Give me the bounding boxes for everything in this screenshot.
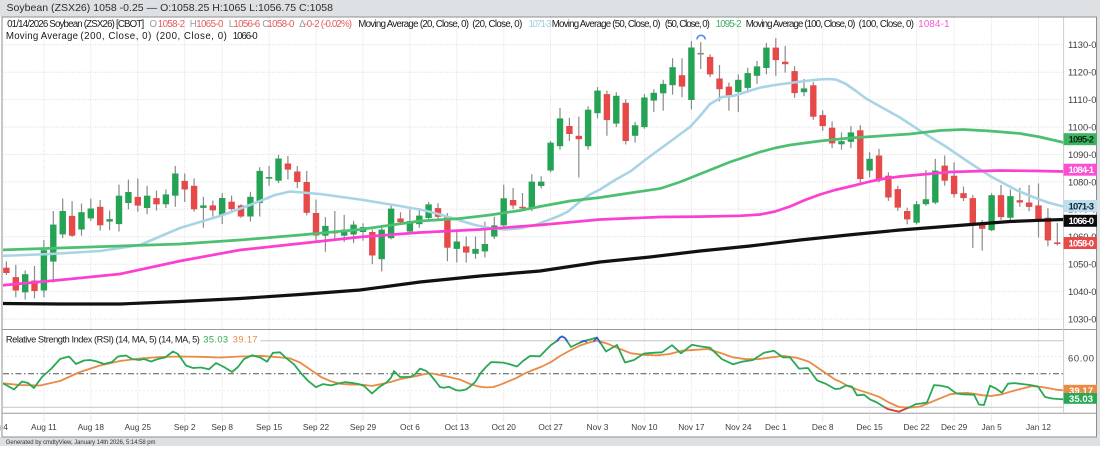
svg-text:1040-0: 1040-0: [1068, 286, 1097, 297]
svg-text:Oct 13: Oct 13: [445, 422, 470, 432]
svg-text:1030-0: 1030-0: [1068, 313, 1097, 324]
svg-text:1130-0: 1130-0: [1068, 39, 1097, 50]
svg-text:1066-0: 1066-0: [1069, 216, 1095, 227]
svg-text:1050-0: 1050-0: [1068, 259, 1097, 270]
svg-text:1090-0: 1090-0: [1068, 149, 1097, 160]
svg-text:60.00: 60.00: [1068, 352, 1094, 363]
svg-text:Sep 15: Sep 15: [256, 422, 283, 432]
svg-text:Aug 25: Aug 25: [125, 422, 152, 432]
svg-text:Nov 10: Nov 10: [631, 422, 658, 432]
svg-text:Oct 27: Oct 27: [538, 422, 563, 432]
svg-text:Aug 4: Aug 4: [0, 422, 8, 432]
svg-text:1084-1: 1084-1: [1069, 165, 1095, 176]
svg-text:Sep 8: Sep 8: [211, 422, 233, 432]
svg-text:Aug 11: Aug 11: [31, 422, 57, 432]
svg-text:Jan 12: Jan 12: [1026, 422, 1051, 432]
svg-text:Relative Strength Index (RSI): Relative Strength Index (RSI) (14, MA, 5…: [6, 334, 258, 344]
svg-text:1095-2: 1095-2: [1069, 135, 1095, 146]
svg-text:Moving Average(200, Close, 0)(: Moving Average(200, Close, 0)(200, Close…: [6, 31, 258, 42]
svg-text:1100-0: 1100-0: [1068, 122, 1097, 133]
svg-text:Nov 17: Nov 17: [678, 422, 705, 432]
svg-text:1120-0: 1120-0: [1068, 67, 1097, 78]
svg-text:Dec 1: Dec 1: [765, 422, 787, 432]
svg-text:Dec 29: Dec 29: [941, 422, 968, 432]
svg-text:1058-0: 1058-0: [1069, 238, 1095, 249]
svg-text:Nov 3: Nov 3: [587, 422, 609, 432]
svg-text:Aug 18: Aug 18: [78, 422, 105, 432]
svg-text:Jan 5: Jan 5: [981, 422, 1002, 432]
svg-text:1110-0: 1110-0: [1068, 94, 1097, 105]
svg-text:1080-0: 1080-0: [1068, 176, 1097, 187]
svg-text:Sep 29: Sep 29: [350, 422, 377, 432]
svg-text:Generated by cmdtyView, Januar: Generated by cmdtyView, January 14th 202…: [6, 440, 156, 446]
svg-text:Nov 24: Nov 24: [725, 422, 752, 432]
svg-text:35.03: 35.03: [1069, 394, 1093, 405]
svg-text:1071-3: 1071-3: [1069, 201, 1095, 212]
svg-text:Sep 2: Sep 2: [174, 422, 196, 432]
svg-text:Dec 15: Dec 15: [856, 422, 883, 432]
svg-text:Sep 22: Sep 22: [303, 422, 330, 432]
svg-text:Oct 6: Oct 6: [400, 422, 420, 432]
svg-text:Soybean (ZSX26) 1058 -0.25 — O: Soybean (ZSX26) 1058 -0.25 — O:1058.25 H…: [7, 2, 334, 14]
svg-text:Oct 20: Oct 20: [491, 422, 516, 432]
svg-text:Dec 8: Dec 8: [812, 422, 834, 432]
svg-text:Dec 22: Dec 22: [903, 422, 930, 432]
